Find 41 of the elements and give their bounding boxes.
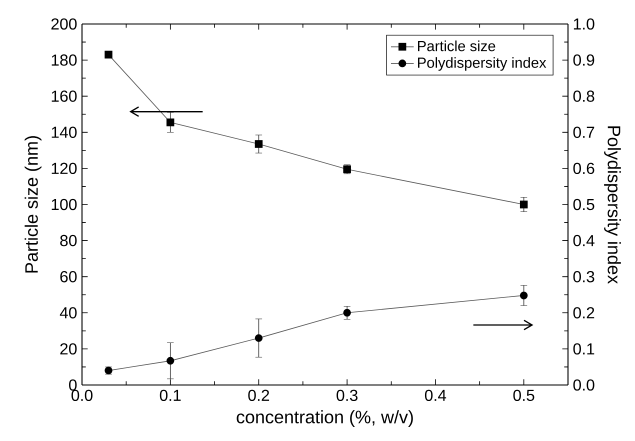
- y-tick-label: 60: [60, 271, 77, 282]
- y-tick-label: 160: [52, 90, 77, 102]
- point: [343, 308, 351, 317]
- y2-tick-label: 0.6: [573, 162, 594, 174]
- x-tick-label: 0.5: [513, 390, 534, 402]
- x-tick-label: 0.3: [336, 390, 358, 402]
- y2-tick-label: 0.3: [573, 271, 594, 282]
- y-tick-label: 100: [52, 198, 77, 210]
- point: [520, 200, 528, 208]
- y2-tick-label: 0.9: [573, 54, 594, 66]
- y2-tick-label: 1.0: [574, 18, 594, 30]
- y2-tick-label: 0.5: [573, 198, 594, 210]
- y2-tick-label: 0.4: [573, 234, 594, 246]
- x-tick-label: 0.2: [248, 390, 270, 402]
- x-tick-label: 0.0: [72, 390, 93, 402]
- point: [254, 334, 263, 342]
- y-tick-label: 180: [52, 54, 77, 66]
- y2-tick-label: 0.0: [573, 379, 594, 391]
- y-tick-label: 200: [51, 18, 77, 30]
- y2-tick-label: 0.8: [573, 90, 594, 102]
- y2-tick-label: 0.2: [573, 307, 594, 318]
- point: [520, 292, 528, 300]
- x-tick-label: 0.4: [424, 390, 446, 402]
- x-axis-title: concentration (%, w/v): [236, 410, 413, 427]
- y-tick-label: 140: [52, 126, 77, 138]
- y-tick-label: 120: [52, 162, 77, 174]
- x-tick-label: 0.1: [160, 390, 181, 402]
- y-axis-title: Particle size (nm): [24, 136, 42, 273]
- point: [104, 50, 112, 59]
- y-tick-label: 0: [69, 379, 77, 391]
- legend-label: Particle size: [418, 40, 496, 52]
- y2-tick-label: 0.1: [573, 343, 594, 355]
- y-tick-label: 20: [60, 343, 77, 355]
- point: [166, 118, 174, 126]
- legend-label: Polydispersity index: [418, 57, 546, 71]
- y-tick-label: 40: [60, 307, 77, 318]
- point: [166, 356, 174, 365]
- y-tick-label: 80: [60, 234, 77, 246]
- y2-axis-title: Polydispersity index: [604, 126, 621, 284]
- y2-tick-label: 0.7: [573, 126, 594, 138]
- point: [254, 140, 263, 148]
